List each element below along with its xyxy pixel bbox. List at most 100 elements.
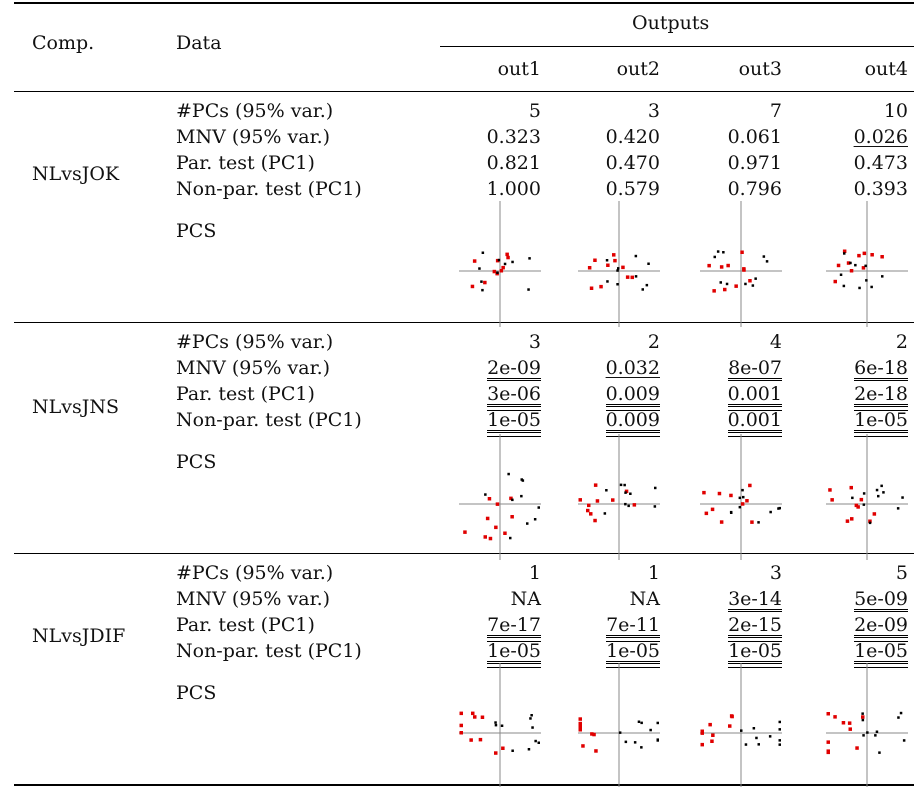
- pcs-point-red: [599, 284, 603, 289]
- pcs-point-black: [531, 726, 534, 729]
- pcs-point-black: [537, 741, 540, 744]
- value-text: 1.000: [486, 178, 541, 200]
- pcs-point-red: [826, 749, 830, 753]
- value-text: 2: [647, 331, 660, 353]
- pcs-point-red: [745, 499, 749, 503]
- row-label: MNV (95% var.): [176, 126, 331, 148]
- pcs-point-black: [716, 250, 720, 253]
- pcs-point-red: [578, 724, 582, 729]
- pcs-plot: [826, 663, 908, 787]
- pcs-point-red: [471, 711, 475, 716]
- value-text: 7e-17: [487, 614, 541, 638]
- pcs-point-red: [459, 723, 463, 728]
- pcs-point-black: [843, 252, 846, 255]
- row-label: #PCs (95% var.): [176, 562, 334, 584]
- pcs-point-red: [712, 289, 716, 293]
- pcs-point-red: [847, 721, 852, 725]
- pcs-point-red: [850, 517, 854, 521]
- pcs-point-black: [511, 498, 514, 502]
- pcs-point-red: [494, 751, 498, 755]
- value-cell: 1: [441, 562, 541, 584]
- value-cell: 1e-05: [808, 640, 908, 664]
- value-cell: 0.323: [441, 126, 541, 148]
- pcs-point-red: [723, 287, 727, 292]
- pcs-point-black: [752, 727, 756, 730]
- pcs-point-black: [633, 741, 637, 744]
- value-text: 0.393: [853, 178, 908, 200]
- pcs-point-black: [875, 730, 879, 733]
- value-text: 2e-09: [854, 614, 908, 638]
- pcs-point-red: [729, 493, 733, 498]
- pcs-point-red: [748, 483, 752, 488]
- pcs-point-black: [862, 734, 865, 737]
- pcs-point-black: [901, 496, 904, 499]
- value-cell: 0.971: [682, 152, 782, 174]
- pcs-point-black: [862, 492, 866, 495]
- pcs-point-black: [864, 264, 867, 268]
- pcs-point-red: [710, 739, 714, 743]
- pcs-point-black: [521, 479, 525, 482]
- pcs-point-red: [719, 265, 724, 269]
- pcs-point-red: [472, 259, 477, 263]
- pcs-point-black: [729, 510, 733, 514]
- row-label: PCS: [176, 682, 217, 704]
- row-label: Non-par. test (PC1): [176, 640, 362, 662]
- pcs-point-black: [722, 251, 725, 254]
- pcs-point-red: [495, 502, 500, 506]
- value-text: 2e-09: [487, 357, 541, 381]
- value-cell: 4: [682, 331, 782, 353]
- value-cell: 0.001: [682, 383, 782, 407]
- value-text: 2e-15: [728, 614, 782, 638]
- pcs-point-red: [855, 746, 859, 750]
- pcs-point-red: [470, 284, 475, 289]
- pcs-point-red: [487, 497, 492, 501]
- pcs-point-red: [473, 715, 477, 719]
- row-label: Par. test (PC1): [176, 152, 315, 174]
- pcs-point-black: [741, 488, 744, 492]
- value-cell: 1: [560, 562, 660, 584]
- pcs-point-red: [625, 275, 630, 279]
- pcs-point-black: [725, 282, 729, 286]
- pcs-point-black: [768, 735, 772, 738]
- pcs-point-red: [710, 507, 715, 512]
- pcs-point-black: [629, 492, 632, 495]
- pcs-point-black: [634, 275, 638, 278]
- pcs-point-red: [593, 258, 597, 262]
- pcs-plot: [700, 663, 782, 787]
- value-cell: 2e-09: [808, 614, 908, 638]
- value-cell: 0.420: [560, 126, 660, 148]
- pcs-point-black: [528, 257, 531, 260]
- pcs-point-black: [854, 263, 857, 267]
- value-text: 0.026: [853, 126, 908, 148]
- pcs-point-red: [861, 715, 865, 719]
- group-name: NLvsJDIF: [32, 625, 126, 647]
- value-text: NA: [510, 588, 541, 610]
- pcs-point-red: [589, 286, 594, 290]
- value-text: 0.470: [605, 152, 660, 174]
- pcs-point-red: [833, 715, 837, 719]
- pcs-point-black: [877, 494, 880, 498]
- pcs-point-red: [578, 728, 582, 732]
- pcs-point-red: [624, 489, 629, 494]
- value-cell: 3e-06: [441, 383, 541, 407]
- row-label: Par. test (PC1): [176, 383, 315, 405]
- pcs-point-red: [495, 258, 500, 263]
- value-text: 0.821: [486, 152, 541, 174]
- pcs-point-black: [754, 277, 757, 280]
- value-text: 3: [647, 100, 660, 122]
- value-text: 0.579: [605, 178, 660, 200]
- group-rule-1: [14, 322, 914, 323]
- pcs-plot: [578, 663, 660, 787]
- pcs-point-black: [751, 284, 755, 287]
- value-text: 3e-14: [728, 588, 782, 612]
- pcs-point-black: [634, 254, 638, 258]
- pcs-point-black: [647, 262, 650, 265]
- value-cell: 0.061: [682, 126, 782, 148]
- pcs-point-black: [534, 739, 537, 743]
- pcs-point-red: [595, 499, 600, 503]
- pcs-point-black: [861, 712, 864, 715]
- row-label: MNV (95% var.): [176, 357, 331, 379]
- pcs-point-black: [738, 496, 742, 500]
- pcs-point-black: [500, 724, 504, 727]
- pcs-point-black: [507, 472, 510, 476]
